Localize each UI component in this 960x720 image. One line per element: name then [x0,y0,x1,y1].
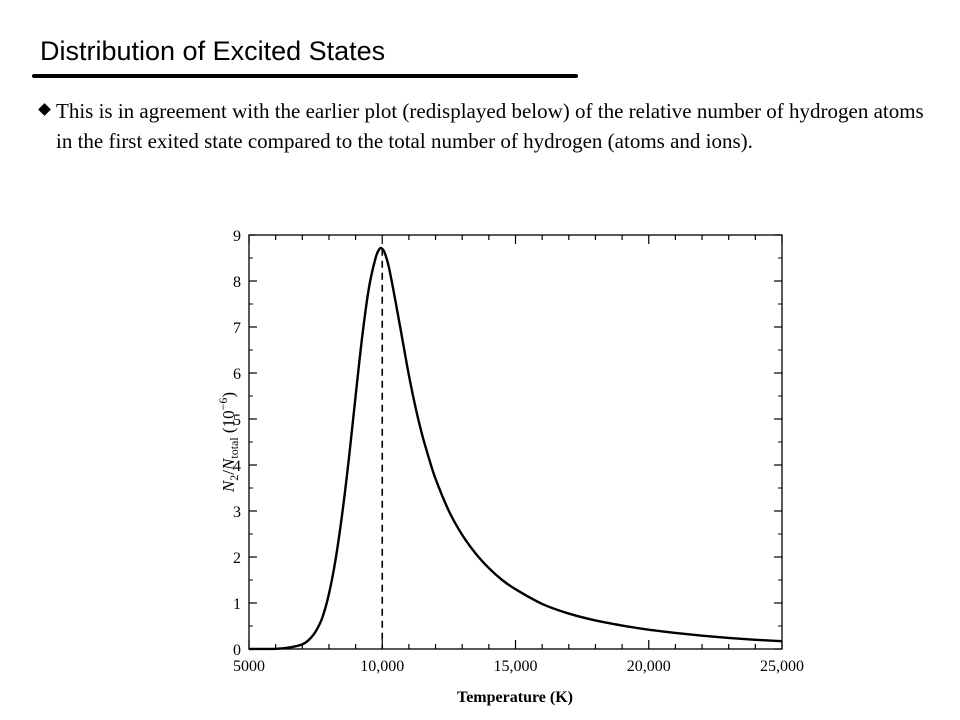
x-tick-labels: 5000 10,000 15,000 20,000 25,000 [233,658,804,675]
x-ticks [248,235,783,649]
x-tick-label: 5000 [233,658,265,675]
y-tick-label: 9 [233,228,241,245]
x-tick-label: 20,000 [627,658,671,675]
x-tick-label: 15,000 [494,658,538,675]
y-tick-label: 1 [233,596,241,613]
y-ticks [249,234,782,650]
y-tick-label: 8 [233,274,241,291]
y-tick-label: 2 [233,550,241,567]
x-axis-title: Temperature (K) [457,689,573,706]
series-line [248,246,783,651]
x-tick-label: 25,000 [760,658,804,675]
slide-title: Distribution of Excited States [40,36,386,66]
x-tick-label: 10,000 [360,658,404,675]
title-underline [32,74,578,78]
bullet-text: This is in agreement with the earlier pl… [56,99,924,153]
y-tick-label: 5 [233,412,241,429]
y-tick-label: 4 [233,458,241,475]
y-tick-labels: 0 1 2 3 4 5 6 7 8 9 [233,228,241,659]
y-axis-title: N2/Ntotal (10−6) [216,392,241,493]
y-tick-label: 3 [233,504,241,521]
bullet-item: This is in agreement with the earlier pl… [38,96,940,156]
y-tick-label: 6 [233,366,241,383]
plot-frame [248,234,783,650]
y-tick-label: 7 [233,320,241,337]
y-tick-label: 0 [233,642,241,659]
